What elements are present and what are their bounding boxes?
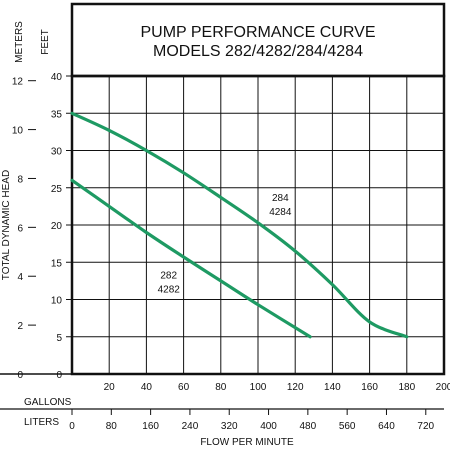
meters-unit-label: METERS	[14, 21, 25, 63]
y-tick-label-meters: 4	[17, 272, 23, 283]
title-line-1: PUMP PERFORMANCE CURVE	[141, 24, 376, 41]
gallons-unit-label: GALLONS	[24, 397, 72, 408]
x-tick-label-gallons: 180	[398, 382, 415, 393]
x-tick-label-liters: 640	[378, 421, 395, 432]
x-tick-label-liters: 480	[300, 421, 317, 432]
y-tick-label-meters: 0	[17, 370, 23, 381]
title-line-2: MODELS 282/4282/284/4284	[153, 43, 363, 60]
curve-282-4282	[70, 178, 312, 339]
y-tick-label-meters: 12	[12, 77, 24, 88]
curve-284-4284	[70, 111, 409, 339]
x-tick-label-gallons: 100	[250, 382, 267, 393]
x-tick-labels: 20 40 60 80 100 120 140 160 180 200 0 80 160 240 320 40…	[69, 382, 450, 432]
x-tick-label-liters: 720	[417, 421, 434, 432]
x-tick-label-liters: 560	[339, 421, 356, 432]
y-tick-label-feet: 20	[51, 221, 63, 232]
y-tick-label-meters: 2	[17, 321, 23, 332]
x-tick-label-liters: 80	[106, 421, 118, 432]
y-tick-label-meters: 6	[17, 223, 23, 234]
curve-label: 4282	[158, 285, 181, 296]
x-tick-label-liters: 160	[142, 421, 159, 432]
y-tick-label-feet: 30	[51, 147, 63, 158]
x-tick-label-liters: 0	[69, 421, 75, 432]
y-tick-label-feet: 40	[51, 72, 63, 83]
y-tick-labels: 0 5 10 15 20 25 30 35 40 0 2 4 6 8 10 12	[12, 72, 72, 381]
y-tick-label-feet: 15	[51, 258, 63, 269]
x-tick-label-gallons: 80	[215, 382, 227, 393]
liters-unit-label: LITERS	[24, 417, 59, 428]
x-tick-label-liters: 400	[260, 421, 277, 432]
x-tick-label-gallons: 20	[104, 382, 116, 393]
curve-label: 284	[272, 193, 289, 204]
y-tick-label-meters: 8	[17, 174, 23, 185]
x-tick-label-gallons: 120	[287, 382, 304, 393]
y-tick-label-meters: 10	[12, 126, 24, 137]
curve-label: 4284	[269, 207, 292, 218]
x-axis-title: FLOW PER MINUTE	[200, 437, 294, 448]
x-tick-label-gallons: 160	[361, 382, 378, 393]
x-tick-label-liters: 320	[221, 421, 238, 432]
feet-unit-label: FEET	[40, 29, 51, 55]
y-tick-label-feet: 10	[51, 296, 63, 307]
curve-labels: 284 4284 282 4282	[158, 193, 292, 295]
x-tick-label-liters: 240	[182, 421, 199, 432]
x-tick-label-gallons: 60	[178, 382, 190, 393]
y-tick-label-feet: 5	[56, 333, 62, 344]
x-tick-label-gallons: 140	[324, 382, 341, 393]
curve-label: 282	[160, 271, 177, 282]
performance-curves	[70, 111, 409, 339]
x-tick-label-gallons: 40	[141, 382, 153, 393]
grid-lines	[72, 76, 444, 374]
y-axis-title: TOTAL DYNAMIC HEAD	[1, 170, 12, 280]
y-tick-label-feet: 25	[51, 184, 63, 195]
y-tick-label-feet: 35	[51, 109, 63, 120]
x-tick-label-gallons: 200	[436, 382, 450, 393]
y-tick-label-feet: 0	[56, 370, 62, 381]
